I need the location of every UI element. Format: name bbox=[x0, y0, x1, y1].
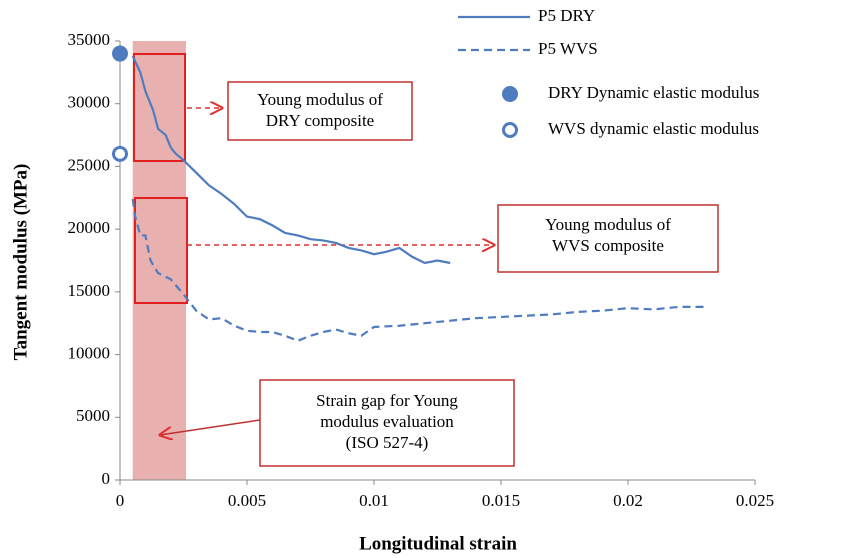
y-axis-title: Tangent modulus (MPa) bbox=[10, 164, 31, 361]
legend-label: P5 WVS bbox=[538, 39, 598, 58]
annotation: Young modulus of bbox=[257, 90, 383, 109]
y-tick-label: 35000 bbox=[68, 30, 111, 49]
annotation: Young modulus of bbox=[545, 215, 671, 234]
legend-label: WVS dynamic elastic modulus bbox=[548, 119, 759, 138]
x-tick-label: 0.025 bbox=[736, 491, 774, 510]
y-tick-label: 25000 bbox=[68, 155, 111, 174]
annotation-box bbox=[227, 81, 413, 141]
annotation: modulus evaluation bbox=[320, 412, 454, 431]
legend-swatch bbox=[502, 122, 518, 138]
x-tick-label: 0.02 bbox=[613, 491, 643, 510]
shaded-region bbox=[132, 41, 187, 480]
x-tick-label: 0 bbox=[116, 491, 125, 510]
annotation: Strain gap for Young bbox=[316, 391, 458, 410]
annotation: WVS composite bbox=[552, 236, 664, 255]
line bbox=[131, 198, 705, 342]
x-axis-title: Longitudinal strain bbox=[359, 533, 517, 554]
y-tick-label: 0 bbox=[102, 469, 111, 488]
y-tick-label: 30000 bbox=[68, 93, 111, 112]
annotation-box bbox=[497, 204, 719, 273]
line bbox=[131, 55, 451, 265]
annotation: DRY composite bbox=[266, 111, 374, 130]
highlight-box bbox=[134, 197, 188, 304]
highlight-box bbox=[133, 53, 186, 162]
x-tick-label: 0.015 bbox=[482, 491, 520, 510]
arrow bbox=[160, 419, 261, 435]
annotation: (ISO 527-4) bbox=[346, 433, 429, 452]
x-tick-label: 0.01 bbox=[359, 491, 389, 510]
point bbox=[112, 45, 128, 62]
legend-label: P5 DRY bbox=[538, 6, 595, 25]
legend-label: DRY Dynamic elastic modulus bbox=[548, 83, 759, 102]
x-tick-label: 0.005 bbox=[228, 491, 266, 510]
annotation-box bbox=[259, 379, 515, 467]
point bbox=[112, 145, 128, 162]
y-tick-label: 10000 bbox=[68, 343, 111, 362]
y-tick-label: 15000 bbox=[68, 281, 111, 300]
y-tick-label: 5000 bbox=[76, 406, 110, 425]
y-tick-label: 20000 bbox=[68, 218, 111, 237]
legend-swatch bbox=[502, 86, 518, 102]
